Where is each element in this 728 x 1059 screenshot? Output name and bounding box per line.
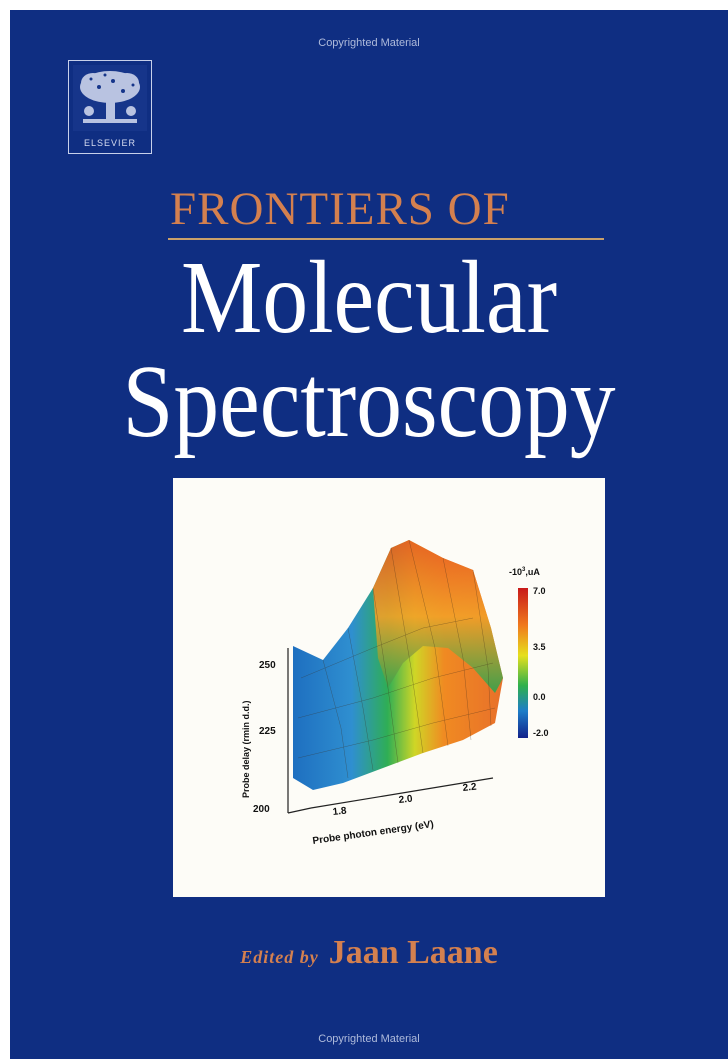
publisher-name: ELSEVIER <box>83 138 137 148</box>
colorbar-title-exponent: 3 <box>522 567 526 573</box>
colorbar <box>518 588 528 738</box>
colorbar-title: -103,uA <box>509 567 540 577</box>
colorbar-tick-label: 3.5 <box>533 642 546 652</box>
colorbar-tick-label: 0.0 <box>533 692 546 702</box>
x-tick-label: 2.2 <box>462 782 477 794</box>
y-tick-label: 250 <box>259 660 276 671</box>
elsevier-tree-icon <box>73 65 147 131</box>
series-heading: FRONTIERS OF <box>170 183 510 235</box>
colorbar-tick-label: -2.0 <box>533 728 549 738</box>
heading-rule <box>168 238 604 240</box>
editor-credit: Edited by Jaan Laane <box>10 934 728 972</box>
cover-figure: 250 225 200 Probe delay (rmin d.d.) 1.8 … <box>173 478 605 897</box>
y-axis-label: Probe delay (rmin d.d.) <box>241 700 251 798</box>
surface-mesh <box>297 539 496 779</box>
plot-axes <box>287 648 494 814</box>
surface-plot: 250 225 200 Probe delay (rmin d.d.) 1.8 … <box>241 539 549 847</box>
surface-ridge <box>373 540 503 693</box>
edited-by-label: Edited by <box>240 947 319 967</box>
publisher-logo: ELSEVIER <box>68 60 152 154</box>
watermark-top: Copyrighted Material <box>318 37 420 49</box>
title-line-1: Molecular <box>180 240 558 355</box>
book-cover: Copyrighted Material ELSEVIER FRONTIERS … <box>10 10 728 1059</box>
watermark-bottom: Copyrighted Material <box>318 1033 420 1045</box>
x-tick-label: 2.0 <box>398 794 413 806</box>
editor-name: Jaan Laane <box>328 934 498 971</box>
title-line-2: Spectroscopy <box>122 344 616 459</box>
x-tick-label: 1.8 <box>332 806 347 818</box>
colorbar-title-base: -10 <box>509 567 522 577</box>
x-axis-label: Probe photon energy (eV) <box>312 819 435 847</box>
colorbar-tick-label: 7.0 <box>533 586 546 596</box>
y-tick-label: 225 <box>259 726 276 737</box>
colorbar-title-unit: ,uA <box>525 567 540 577</box>
y-tick-label: 200 <box>253 804 270 815</box>
